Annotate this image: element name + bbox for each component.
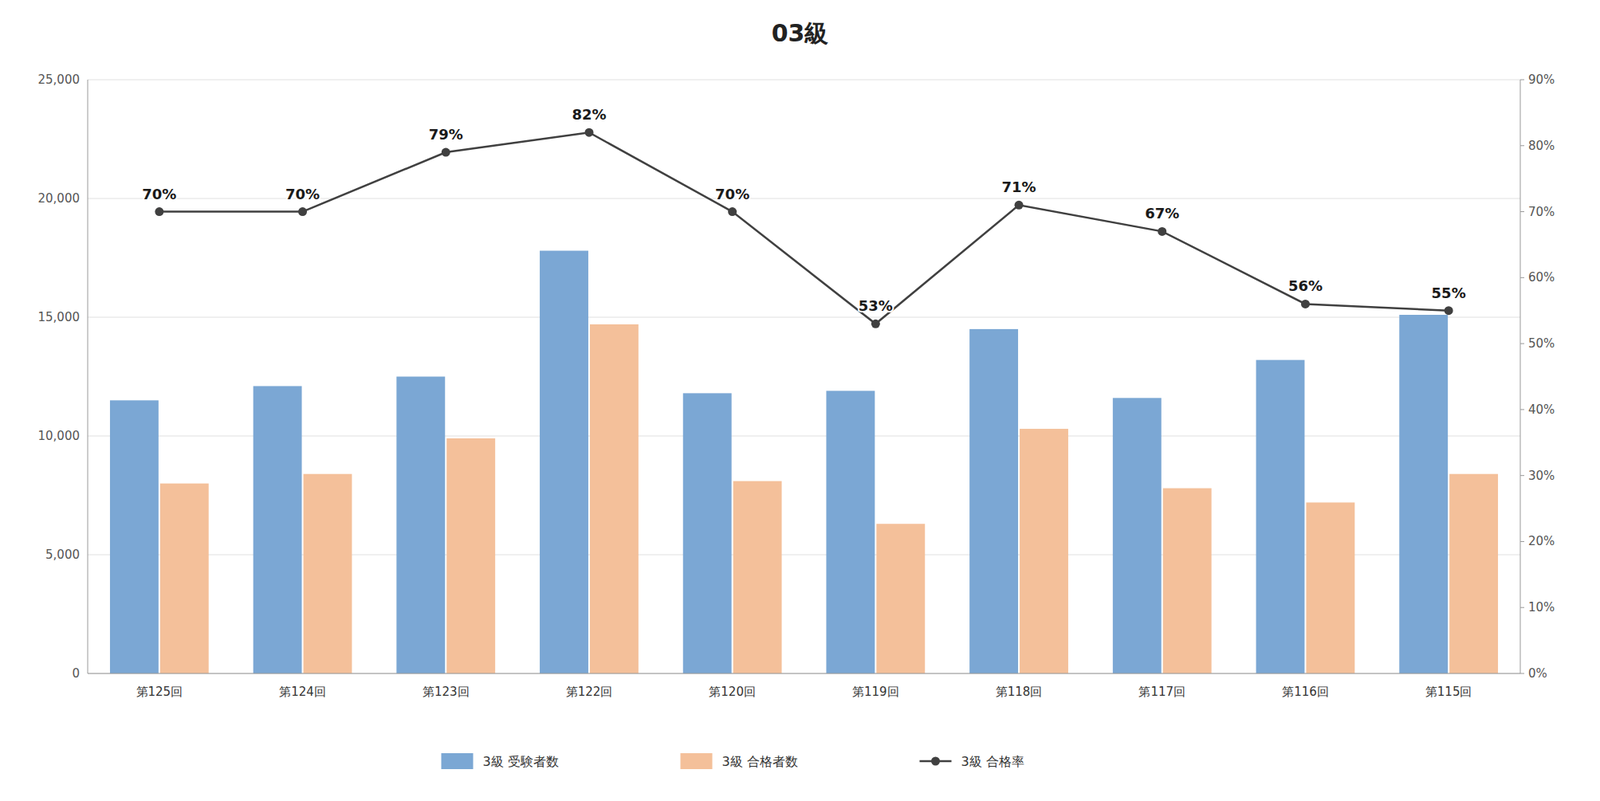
bar	[539, 251, 589, 674]
grid-line	[87, 554, 1521, 556]
y-axis	[87, 79, 89, 674]
data-label: 71%	[1002, 178, 1037, 196]
bar	[825, 390, 875, 674]
marker	[727, 207, 737, 217]
legend-swatch	[931, 757, 940, 767]
bar	[303, 474, 353, 674]
line	[159, 132, 1449, 324]
bar	[1019, 428, 1069, 674]
y2-tick-label: 0%	[1528, 666, 1548, 681]
marker	[1157, 227, 1167, 236]
y-tick-label: 5,000	[45, 547, 80, 563]
grid-line	[87, 436, 1521, 437]
legend: 3級 受験者数 3級 合格者数 3級 合格率	[441, 753, 1025, 770]
bar	[683, 393, 732, 674]
grid	[87, 79, 1521, 674]
data-label: 56%	[1288, 277, 1323, 295]
marker	[584, 128, 594, 138]
y2-tick-label: 10%	[1528, 600, 1555, 615]
bar	[110, 400, 159, 674]
marker	[154, 207, 164, 217]
y2-tick-label: 60%	[1528, 270, 1555, 285]
legend-swatch	[441, 753, 474, 770]
y2-tick	[1520, 211, 1525, 213]
y-tick-label: 20,000	[38, 191, 81, 206]
marker	[298, 207, 307, 217]
x-tick-label: 第123回	[422, 684, 470, 700]
marks	[110, 128, 1498, 674]
bar	[876, 523, 925, 674]
data-label: 70%	[141, 185, 177, 203]
x-tick-label: 第120回	[708, 684, 756, 700]
title: 03級	[747, 19, 854, 48]
legend-label: 3級 合格率	[961, 754, 1025, 770]
bar	[1399, 314, 1448, 674]
y2-axis	[1520, 79, 1522, 674]
bar	[446, 438, 496, 674]
y2-tick	[1520, 343, 1525, 345]
y2-tick-label: 50%	[1528, 336, 1555, 351]
bar	[253, 385, 303, 674]
bar	[589, 324, 639, 674]
y2-tick	[1520, 408, 1525, 410]
x-tick-label: 第119回	[852, 684, 900, 700]
legend-swatch	[680, 753, 713, 770]
x-tick-label: 第125回	[136, 684, 184, 700]
y2-tick-label: 80%	[1528, 138, 1555, 154]
bar	[1112, 397, 1162, 674]
y2-tick	[1520, 79, 1525, 81]
y2-tick-label: 90%	[1528, 72, 1555, 87]
data-label: 67%	[1144, 204, 1180, 222]
y2-tick	[1520, 277, 1525, 279]
bar	[1163, 488, 1212, 674]
bar	[1256, 360, 1306, 674]
bar	[396, 377, 445, 675]
marker	[1014, 200, 1024, 210]
data-label: 55%	[1431, 284, 1467, 302]
data-label: 82%	[571, 106, 606, 123]
bar	[1449, 474, 1498, 674]
chart: 03級 0 5,000 10,000 15,000 20,000 25,000 0% 10% 2…	[0, 0, 1600, 801]
grid-line	[87, 317, 1521, 319]
background	[0, 0, 1600, 801]
y-tick-label: 10,000	[38, 428, 81, 444]
x-tick-label: 第118回	[995, 684, 1043, 700]
x-tick-label: 第116回	[1281, 684, 1329, 700]
data-labels: 70% 70% 79% 82% 70% 53% 71% 67% 56% 55%	[141, 106, 1466, 315]
marker	[871, 319, 881, 329]
data-label: 79%	[428, 125, 464, 143]
y2-tick-label: 20%	[1528, 534, 1555, 549]
bar	[969, 329, 1019, 674]
x-tick-label: 第122回	[566, 684, 614, 700]
y2-tick	[1520, 607, 1525, 609]
x-tick-label: 第117回	[1138, 684, 1186, 700]
x-tick-label: 第115回	[1425, 684, 1473, 700]
marker	[1301, 299, 1310, 309]
y2-tick-label: 30%	[1528, 468, 1555, 484]
data-label: 70%	[715, 185, 750, 203]
y2-tick-label: 70%	[1528, 204, 1555, 220]
y2-tick-label: 40%	[1528, 402, 1555, 417]
y2-tick	[1520, 673, 1525, 675]
marker	[441, 148, 451, 158]
y-tick-label: 0	[71, 666, 80, 681]
x-axis	[87, 673, 1521, 675]
bar	[160, 483, 209, 674]
y2-tick	[1520, 541, 1525, 543]
y2-tick	[1520, 475, 1525, 476]
legend-label: 3級 合格者数	[722, 754, 799, 770]
y2-tick	[1520, 145, 1525, 146]
y-tick-label: 15,000	[38, 310, 81, 325]
bar	[733, 481, 783, 674]
x-tick-label: 第124回	[279, 684, 327, 700]
legend-label: 3級 受験者数	[483, 754, 559, 770]
y-tick-label: 25,000	[38, 72, 81, 87]
bar	[1305, 502, 1355, 674]
grid-line	[87, 673, 1521, 675]
data-label: 70%	[285, 185, 320, 203]
data-label: 53%	[858, 297, 893, 315]
marker	[1444, 306, 1454, 315]
grid-line	[87, 79, 1521, 81]
